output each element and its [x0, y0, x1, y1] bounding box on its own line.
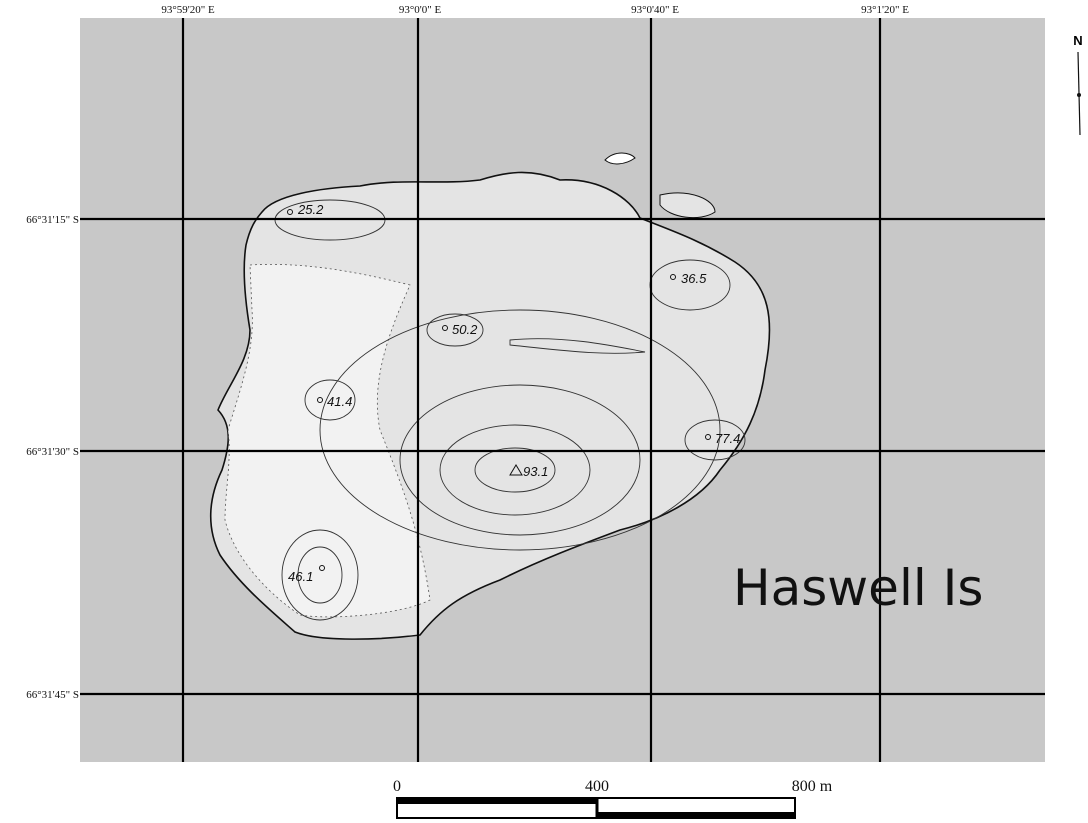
- islet: [659, 192, 716, 219]
- sand-area: [224, 263, 431, 618]
- island-name: Haswell Is: [733, 559, 983, 617]
- elevation-label: 36.5: [681, 271, 707, 286]
- contour: [399, 384, 641, 536]
- contour: [439, 424, 591, 516]
- latitude-label: 66°31'15" S: [26, 214, 79, 226]
- latitude-label: 66°31'30" S: [26, 446, 79, 458]
- elevation-label: 41.4: [327, 394, 352, 409]
- contour: [684, 419, 746, 461]
- latitude-label: 66°31'45" S: [26, 689, 79, 701]
- scale-label: 400: [585, 778, 609, 795]
- longitude-label: 93°0'40" E: [631, 4, 679, 16]
- islet: [604, 152, 636, 165]
- spot-height: [287, 209, 293, 215]
- spot-height: [319, 565, 325, 571]
- spot-heights: 25.2 36.5 50.2 41.4 77.4 93.1 46.1: [287, 202, 740, 584]
- longitude-label: 93°1'20" E: [861, 4, 909, 16]
- contour: [426, 313, 484, 347]
- scale-label: 800 m: [792, 778, 833, 795]
- graticule: [80, 18, 1045, 762]
- elevation-label: 93.1: [523, 464, 548, 479]
- scale-label: 0: [393, 778, 401, 795]
- north-label: N: [1073, 33, 1082, 48]
- elevation-label: 46.1: [288, 569, 313, 584]
- longitude-label: 93°59'20" E: [161, 4, 215, 16]
- north-arrow: [1077, 93, 1081, 97]
- contour: [474, 447, 556, 493]
- spot-height: [670, 274, 676, 280]
- contour: [319, 309, 721, 551]
- contour: [509, 338, 646, 354]
- summit-marker: [509, 464, 523, 476]
- elevation-label: 25.2: [297, 202, 324, 217]
- spot-height: [317, 397, 323, 403]
- contour: [281, 529, 359, 621]
- contour: [304, 379, 356, 421]
- spot-height: [442, 325, 448, 331]
- spot-height: [705, 434, 711, 440]
- elevation-label: 77.4: [715, 431, 740, 446]
- scale-bar-segment: [397, 798, 597, 804]
- longitude-label: 93°0'0" E: [399, 4, 442, 16]
- elevation-label: 50.2: [452, 322, 478, 337]
- scale-bar: 0 400 800 m: [393, 778, 833, 819]
- scale-bar-segment: [597, 812, 795, 818]
- contour: [297, 546, 343, 604]
